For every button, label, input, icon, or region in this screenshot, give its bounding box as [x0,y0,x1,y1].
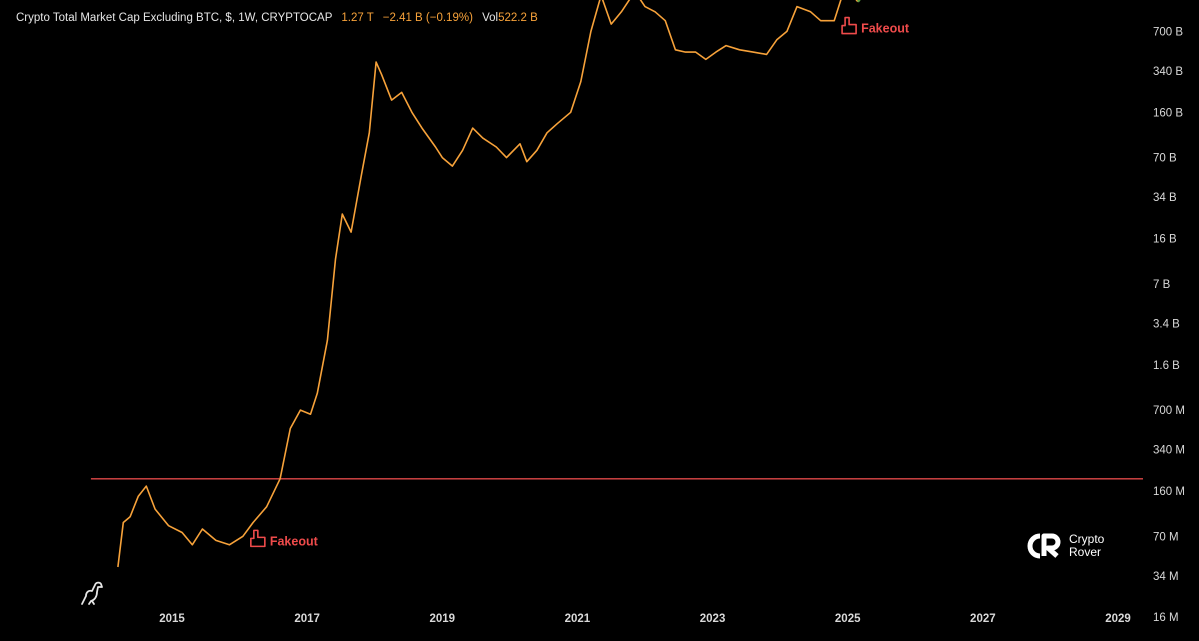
y-tick-label: 1.6 B [1153,360,1180,372]
volume-value: 522.2 B [498,12,538,24]
y-tick-label: 700 M [1153,405,1185,417]
y-tick-label: 70 M [1153,531,1179,543]
fakeout-label: Fakeout [270,534,319,548]
cr-logo-icon [1027,533,1061,559]
y-tick-label: 700 B [1153,26,1183,38]
pointing-hand-icon [841,16,857,35]
x-tick-label: 2025 [835,613,861,625]
fakeout-annotation-2: Fakeout [841,16,910,36]
y-tick-label: 34 M [1153,571,1179,583]
y-tick-label: 340 B [1153,66,1183,78]
y-tick-label: 16 B [1153,234,1177,246]
last-price: 1.27 T [341,12,374,24]
resistance-lines [90,478,1143,480]
x-tick-label: 2021 [565,613,591,625]
x-tick-label: 2017 [294,613,320,625]
price-series [117,0,861,568]
y-tick-label: 70 B [1153,153,1177,165]
tradingview-dino-icon [81,581,103,605]
fakeout-label: Fakeout [861,22,910,36]
chart-header: Crypto Total Market Cap Excluding BTC, $… [16,12,538,24]
y-tick-label: 7 B [1153,279,1171,291]
x-tick-label: 2019 [429,613,455,625]
x-tick-label: 2015 [159,613,185,625]
pointing-hand-icon [250,529,266,548]
fakeout-annotation-1: Fakeout [250,529,319,548]
x-tick-label: 2023 [700,613,726,625]
x-axis: 2015 2017 2019 2021 2023 2025 2027 2029 [159,613,1131,625]
annotations: Fakeout Fakeout [250,16,910,548]
y-tick-label: 160 M [1153,486,1185,498]
x-tick-label: 2029 [1105,613,1131,625]
y-tick-label: 340 M [1153,445,1185,457]
symbol-title: Crypto Total Market Cap Excluding BTC, $… [16,12,333,24]
y-tick-label: 3.4 B [1153,318,1180,330]
projection-line [856,0,861,3]
y-tick-label: 34 B [1153,192,1177,204]
crypto-rover-logo: Crypto Rover [1026,533,1104,559]
x-tick-label: 2027 [970,613,996,625]
volume-label: Vol [482,12,499,24]
price-change: −2.41 B (−0.19%) [382,12,473,24]
logo-line-2: Rover [1069,545,1102,559]
y-tick-label: 160 B [1153,107,1183,119]
logo-line-1: Crypto [1069,532,1105,546]
y-tick-label: 16 M [1153,612,1179,624]
history-line [117,0,859,568]
